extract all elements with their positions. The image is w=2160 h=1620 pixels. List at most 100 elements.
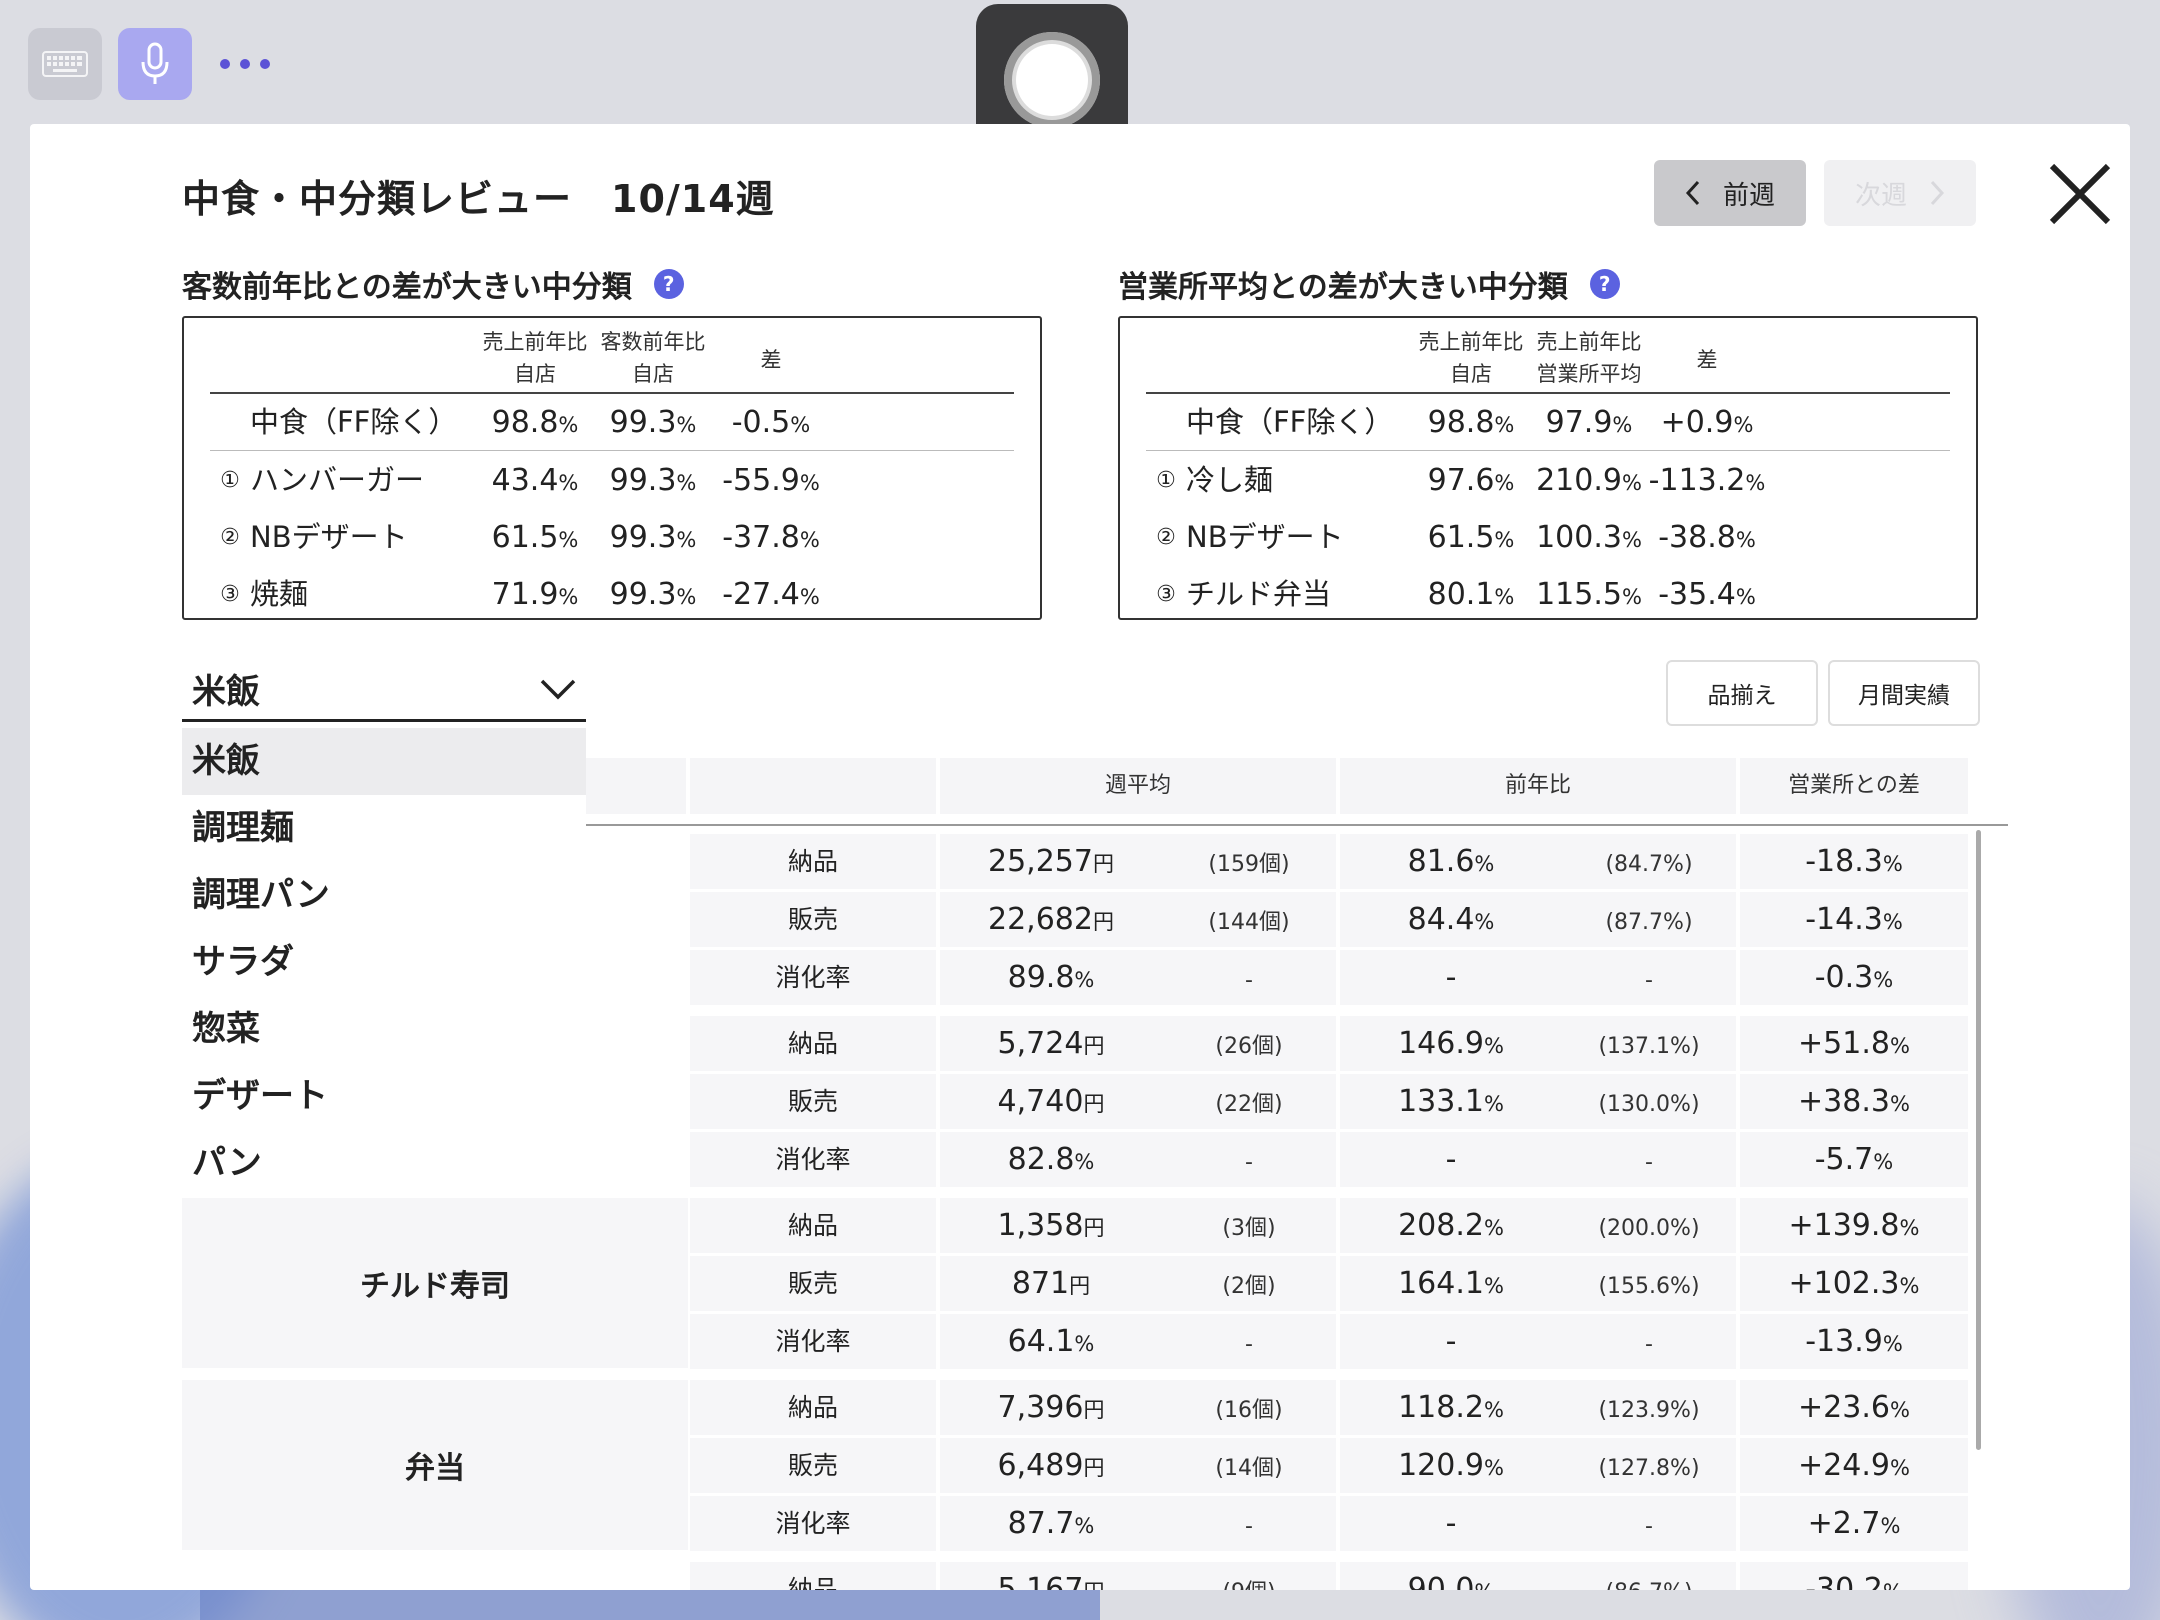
scrollbar[interactable] (1976, 830, 1981, 1450)
yoy-value: -- (1340, 950, 1736, 1005)
yoy-sub: - (1645, 968, 1653, 993)
summary-row: 中食（FF除く） 98.8% 97.9% +0.9% (1146, 394, 1950, 451)
weekly-avg-number: 7,396 (997, 1390, 1084, 1425)
weekly-avg-qty: - (1245, 968, 1253, 993)
diff-value: +24.9% (1740, 1438, 1968, 1493)
summary-header-line: 自店 (632, 362, 674, 386)
close-button[interactable] (2030, 154, 2130, 234)
dropdown-option[interactable]: パン (192, 1143, 262, 1183)
next-week-label: 次週 (1854, 180, 1907, 211)
yoy-value: 81.6% (84.7%) (1340, 834, 1736, 889)
category-select[interactable]: 米飯 (182, 658, 586, 722)
yoy-value: 208.2% (200.0%) (1340, 1198, 1736, 1253)
summary-value: -38.8% (1632, 509, 1782, 569)
diff-number: +24.9 (1798, 1448, 1890, 1483)
value-unit: % (799, 471, 820, 495)
weekly-avg-unit: % (1074, 1514, 1095, 1538)
diff-unit: % (1873, 968, 1894, 992)
microphone-button[interactable] (118, 28, 192, 100)
row-label: 納品 (690, 1016, 936, 1071)
dropdown-option[interactable]: デザート (192, 1076, 328, 1116)
value-number: -0.5 (731, 405, 791, 440)
value-number: 61.5 (491, 520, 559, 555)
page-title: 中食・中分類レビュー 10/14週 (182, 177, 775, 221)
value-unit: % (1735, 585, 1756, 609)
dropdown-option[interactable]: 米飯 (182, 728, 586, 795)
summary-header-line: 差 (760, 348, 782, 372)
weekly-avg-number: 87.7 (1007, 1506, 1075, 1541)
summary-value: 99.3% (578, 566, 728, 626)
help-icon[interactable]: ? (1589, 269, 1620, 299)
weekly-avg-value: 25,257円 (159個) (940, 834, 1336, 889)
dropdown-option[interactable]: 調理パン (192, 875, 330, 915)
weekly-avg-number: 82.8 (1007, 1142, 1075, 1177)
category-name: チルド弁当 (1186, 577, 1332, 611)
yoy-sub: (130.0%) (1598, 1092, 1700, 1117)
row-label: 納品 (690, 1380, 936, 1435)
table-row: 販売 4,740円 (22個) 133.1% (130.0%) +38.3% (182, 1074, 2008, 1131)
value-unit: % (676, 471, 697, 495)
value-number: -113.2 (1648, 463, 1746, 498)
yoy-value: 90.0% (86.7%) (1340, 1562, 1736, 1590)
weekly-avg-number: 5,167 (997, 1572, 1084, 1590)
dropdown-option[interactable]: 惣菜 (192, 1009, 260, 1049)
weekly-avg-unit: % (1074, 968, 1095, 992)
yoy-number: 90.0 (1407, 1572, 1475, 1590)
more-options-button[interactable] (220, 46, 270, 82)
yoy-number: 120.9 (1398, 1448, 1484, 1483)
diff-unit: % (1882, 852, 1903, 876)
value-number: -35.4 (1658, 577, 1736, 612)
row-label: 消化率 (690, 950, 936, 1005)
header-cell-label (690, 758, 936, 814)
diff-number: -0.3 (1814, 960, 1874, 995)
value-number: 99.3 (609, 577, 677, 612)
previous-week-button[interactable]: 前週 (1654, 160, 1806, 226)
right-summary-title-text: 営業所平均との差が大きい中分類 (1118, 270, 1568, 305)
value-unit: % (558, 471, 579, 495)
value-unit: % (790, 413, 811, 437)
yoy-number: 133.1 (1398, 1084, 1484, 1119)
value-unit: % (1745, 471, 1766, 495)
rank-number: ③ (1156, 582, 1176, 607)
diff-number: -30.2 (1805, 1572, 1883, 1590)
yoy-sub: (127.8%) (1598, 1456, 1700, 1481)
yoy-sub: (155.6%) (1598, 1274, 1700, 1299)
summary-value: -27.4% (696, 566, 846, 626)
rank-number: ③ (220, 582, 240, 607)
weekly-avg-number: 871 (1011, 1266, 1070, 1301)
summary-value: 43.4% (460, 452, 610, 512)
value-number: 99.3 (609, 405, 677, 440)
weekly-avg-number: 1,358 (997, 1208, 1084, 1243)
yoy-number: 146.9 (1398, 1026, 1484, 1061)
keyboard-button[interactable] (28, 28, 102, 100)
table-row: 消化率 82.8% - - - -5.7% (182, 1132, 2008, 1189)
weekly-avg-value: 5,724円 (26個) (940, 1016, 1336, 1071)
diff-unit: % (1883, 1580, 1903, 1590)
value-number: 80.1 (1427, 577, 1495, 612)
rank-number: ② (220, 525, 240, 550)
weekly-avg-qty: (26個) (1215, 1034, 1283, 1059)
diff-number: +51.8 (1798, 1026, 1890, 1061)
dropdown-option[interactable]: サラダ (192, 942, 294, 982)
category-name: 冷し麺 (1186, 463, 1274, 497)
weekly-avg-qty: - (1245, 1150, 1253, 1175)
diff-value: +51.8% (1740, 1016, 1968, 1071)
help-icon[interactable]: ? (653, 269, 684, 299)
summary-row: ① ハンバーガー 43.4% 99.3% -55.9% (210, 452, 1014, 509)
table-row: 納品 7,396円 (16個) 118.2% (123.9%) +23.6% (182, 1380, 2008, 1437)
weekly-avg-unit: 円 (1083, 1580, 1104, 1590)
diff-value: -30.2% (1740, 1562, 1968, 1590)
weekly-avg-unit: 円 (1069, 1274, 1091, 1298)
monthly-results-button[interactable]: 月間実績 (1828, 660, 1980, 726)
yoy-unit: % (1483, 1398, 1504, 1422)
assortment-button[interactable]: 品揃え (1666, 660, 1818, 726)
right-summary-title: 営業所平均との差が大きい中分類 ? (1118, 262, 1620, 306)
weekly-avg-qty: (9個) (1162, 1565, 1336, 1590)
yoy-number: 118.2 (1398, 1390, 1484, 1425)
dropdown-option[interactable]: 調理麺 (192, 808, 294, 848)
diff-number: +2.7 (1807, 1506, 1881, 1541)
weekly-avg-value: 89.8% - (940, 950, 1336, 1005)
value-number: -37.8 (722, 520, 800, 555)
summary-header-cell: 売上前年比 自店 (1396, 326, 1546, 390)
next-week-button[interactable]: 次週 (1824, 160, 1976, 226)
